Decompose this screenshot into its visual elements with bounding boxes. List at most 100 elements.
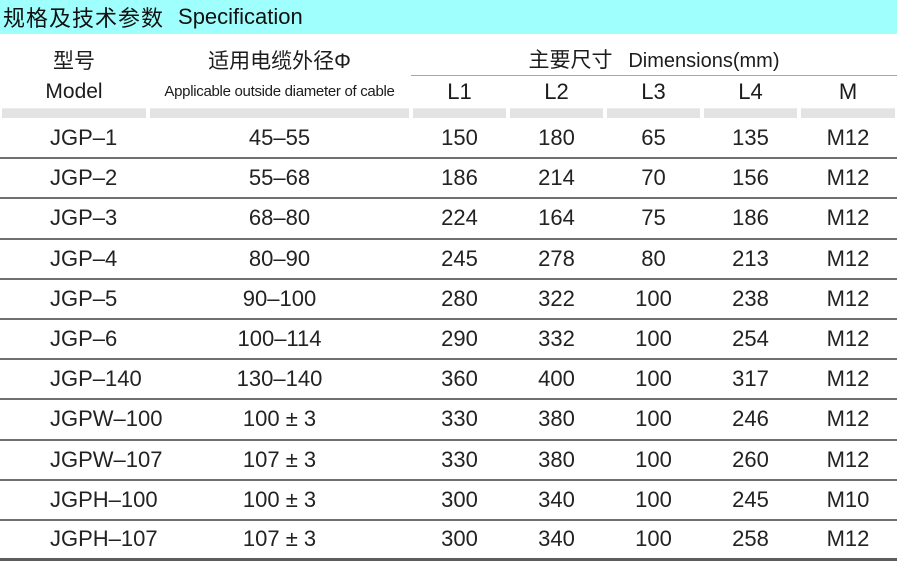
l1-cell: 224 [441, 205, 478, 231]
l4-cell: 246 [732, 406, 769, 432]
diameter-cell: 55–68 [248, 165, 311, 191]
table-row: JGP–140 130–140 360 400 100 317 M12 [0, 360, 897, 401]
model-cell: JGPH–100 [50, 486, 158, 512]
column-group-dimensions-title: 主要尺寸 Dimensions(mm) [411, 47, 897, 76]
l1-cell: 300 [441, 486, 478, 512]
l4-cell: 213 [732, 245, 769, 271]
l4-cell: 245 [732, 486, 769, 512]
model-cell: JGP–6 [50, 326, 118, 352]
diameter-cell: 107 ± 3 [242, 446, 317, 472]
l4-cell: 258 [732, 526, 769, 552]
separator-bar [2, 108, 146, 118]
l4-cell: 135 [732, 125, 769, 151]
m-cell: M12 [826, 205, 870, 231]
l3-cell: 100 [635, 285, 672, 311]
l4-cell: 260 [732, 446, 769, 472]
model-cell: JGP–2 [50, 165, 118, 191]
l1-cell: 330 [441, 406, 478, 432]
m-cell: M12 [826, 446, 870, 472]
section-title-zh: 规格及技术参数 [3, 6, 165, 31]
l1-cell: 186 [441, 165, 478, 191]
column-header-diameter: 适用电缆外径Φ Applicable outside diameter of c… [148, 47, 411, 107]
l2-cell: 322 [538, 285, 575, 311]
table-row: JGP–2 55–68 186 214 70 156 M12 [0, 159, 897, 200]
table-row: JGP–6 100–114 290 332 100 254 M12 [0, 320, 897, 361]
column-header-diameter-zh: 适用电缆外径Φ [208, 50, 351, 73]
l1-cell: 280 [441, 285, 478, 311]
diameter-cell: 80–90 [248, 245, 311, 271]
l2-cell: 164 [538, 205, 575, 231]
l2-cell: 278 [538, 245, 575, 271]
l2-cell: 214 [538, 165, 575, 191]
dimensions-title-zh: 主要尺寸 [528, 49, 613, 72]
l2-cell: 332 [538, 326, 575, 352]
column-header-model-zh: 型号 [53, 50, 95, 73]
model-cell: JGP–140 [50, 366, 142, 392]
diameter-cell: 90–100 [242, 285, 317, 311]
subheader-m: M [838, 79, 858, 104]
l1-cell: 290 [441, 326, 478, 352]
l3-cell: 100 [635, 326, 672, 352]
model-cell: JGPW–100 [50, 406, 163, 432]
dimensions-title-en: Dimensions(mm) [628, 50, 780, 72]
l2-cell: 380 [538, 406, 575, 432]
l3-cell: 100 [635, 526, 672, 552]
subheader-l3: L3 [641, 79, 666, 104]
diameter-cell: 100 ± 3 [242, 406, 317, 432]
model-cell: JGP–1 [50, 125, 118, 151]
l4-cell: 238 [732, 285, 769, 311]
l3-cell: 100 [635, 406, 672, 432]
l3-cell: 65 [641, 125, 666, 151]
diameter-cell: 100–114 [237, 326, 322, 352]
column-header-model: 型号 Model [0, 47, 148, 107]
l2-cell: 180 [538, 125, 575, 151]
column-header-model-en: Model [45, 80, 103, 103]
m-cell: M12 [826, 406, 870, 432]
table-row: JGPW–107 107 ± 3 330 380 100 260 M12 [0, 441, 897, 481]
table-header: 型号 Model 适用电缆外径Φ Applicable outside diam… [0, 34, 897, 107]
section-title-en: Specification [178, 4, 303, 29]
m-cell: M10 [826, 486, 870, 512]
diameter-cell: 107 ± 3 [242, 526, 317, 552]
separator-bar [704, 108, 797, 118]
l1-cell: 245 [441, 245, 478, 271]
model-cell: JGP–4 [50, 245, 118, 271]
model-cell: JGPH–107 [50, 526, 158, 552]
l4-cell: 156 [732, 165, 769, 191]
table-row: JGP–4 80–90 245 278 80 213 M12 [0, 240, 897, 280]
separator-bar [510, 108, 603, 118]
dimension-subheaders: L1 L2 L3 L4 M [411, 76, 897, 107]
m-cell: M12 [826, 125, 870, 151]
l2-cell: 340 [538, 526, 575, 552]
l1-cell: 330 [441, 446, 478, 472]
l3-cell: 80 [641, 245, 666, 271]
separator-bar [607, 108, 700, 118]
m-cell: M12 [826, 285, 870, 311]
m-cell: M12 [826, 165, 870, 191]
table-row: JGP–1 45–55 150 180 65 135 M12 [0, 119, 897, 160]
l1-cell: 360 [441, 366, 478, 392]
m-cell: M12 [826, 245, 870, 271]
subheader-l1: L1 [447, 79, 472, 104]
l1-cell: 150 [441, 125, 478, 151]
l1-cell: 300 [441, 526, 478, 552]
separator-bar [413, 108, 506, 118]
diameter-cell: 68–80 [248, 205, 311, 231]
m-cell: M12 [826, 326, 870, 352]
l2-cell: 400 [538, 366, 575, 392]
table-body: JGP–1 45–55 150 180 65 135 M12 JGP–2 55–… [0, 119, 897, 562]
m-cell: M12 [826, 526, 870, 552]
model-cell: JGPW–107 [50, 446, 163, 472]
l3-cell: 75 [641, 205, 666, 231]
model-cell: JGP–3 [50, 205, 118, 231]
l4-cell: 317 [732, 366, 769, 392]
l4-cell: 186 [732, 205, 769, 231]
diameter-cell: 100 ± 3 [242, 486, 317, 512]
l2-cell: 340 [538, 486, 575, 512]
l3-cell: 100 [635, 366, 672, 392]
table-row: JGPH–107 107 ± 3 300 340 100 258 M12 [0, 521, 897, 562]
l3-cell: 70 [641, 165, 666, 191]
l2-cell: 380 [538, 446, 575, 472]
l3-cell: 100 [635, 446, 672, 472]
